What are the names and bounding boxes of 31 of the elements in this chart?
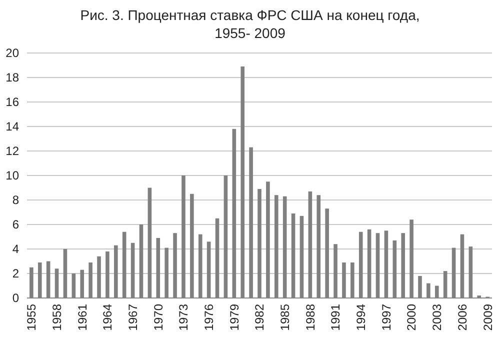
y-tick-label: 14 [6, 119, 20, 134]
x-tick-label: 1988 [303, 304, 318, 331]
y-tick-label: 12 [6, 144, 20, 158]
y-tick-label: 6 [12, 217, 20, 232]
y-tick-label: 16 [6, 94, 20, 109]
y-tick-label: 10 [6, 168, 20, 182]
x-tick-label: 1961 [75, 304, 90, 331]
x-tick-label: 1997 [379, 304, 394, 331]
y-tick-label: 2 [12, 266, 20, 280]
x-tick-label: 1982 [252, 304, 267, 331]
x-tick-label: 1958 [50, 304, 64, 331]
x-tick-label: 1991 [328, 304, 343, 331]
x-tick-label: 1979 [227, 304, 242, 331]
x-tick-label: 1967 [126, 304, 140, 331]
x-tick-label: 2006 [455, 304, 470, 331]
y-tick-label: 20 [6, 46, 20, 60]
x-tick-label: 1964 [100, 304, 115, 331]
x-tick-label: 2003 [430, 304, 444, 331]
chart-title: Рис. 3. Процентная ставка ФРС США на конец года, 1955- 2009 [80, 7, 420, 41]
x-tick-label: 1955 [24, 304, 39, 331]
x-tick-label: 1985 [278, 304, 292, 331]
x-tick-label: 1976 [202, 304, 216, 331]
x-tick-label: 2009 [480, 304, 495, 331]
y-tick-label: 0 [12, 290, 20, 305]
x-tick-label: 1994 [354, 304, 368, 331]
y-tick-label: 18 [6, 70, 20, 84]
y-tick-label: 4 [12, 242, 20, 256]
x-tick-label: 2000 [404, 304, 419, 331]
x-tick-label: 1973 [176, 304, 191, 331]
y-tick-label: 8 [12, 192, 20, 207]
x-tick-label: 1970 [151, 304, 166, 331]
